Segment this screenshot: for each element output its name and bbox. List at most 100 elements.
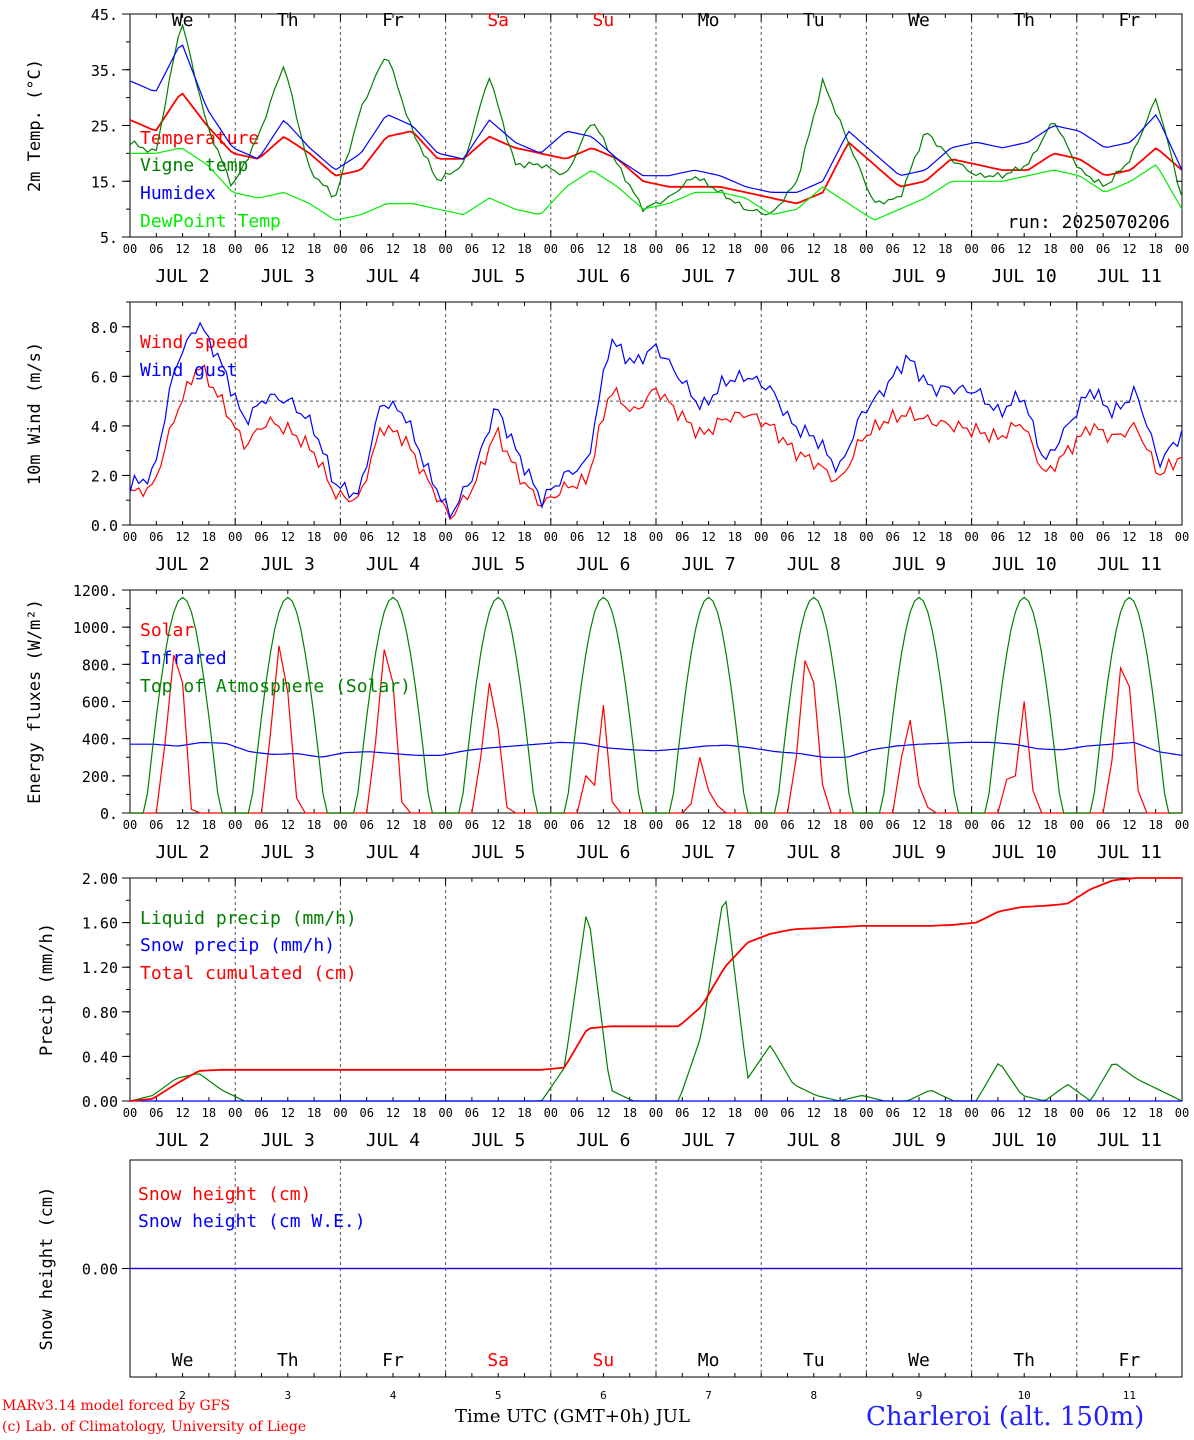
hour-tick-label: 00 <box>964 1106 978 1120</box>
hour-tick-label: 00 <box>438 1106 452 1120</box>
legend-top-of-atmosphere-solar-: Top of Atmosphere (Solar) <box>140 676 411 697</box>
date-label: JUL 3 <box>261 842 315 863</box>
weekday-label: Fr <box>382 10 404 31</box>
y-tick-label: 0.00 <box>82 1093 118 1111</box>
hour-tick-label: 00 <box>123 242 137 256</box>
hour-tick-label: 00 <box>1070 242 1084 256</box>
hour-tick-label: 06 <box>991 530 1005 544</box>
hour-tick-label: 06 <box>465 1106 479 1120</box>
day-number: 2 <box>179 1389 186 1402</box>
hour-tick-label: 06 <box>149 1106 163 1120</box>
hour-tick-label: 12 <box>1122 1106 1136 1120</box>
legend-total-cumulated-cm-: Total cumulated (cm) <box>140 963 357 984</box>
weekday-label: Th <box>277 10 299 31</box>
hour-tick-label: 06 <box>675 1106 689 1120</box>
hour-tick-label: 18 <box>307 1106 321 1120</box>
weekday-label: We <box>908 1350 930 1371</box>
hour-tick-label: 00 <box>1070 530 1084 544</box>
day-number: 9 <box>916 1389 923 1402</box>
hour-tick-label: 06 <box>991 1106 1005 1120</box>
hour-tick-label: 12 <box>1017 818 1031 832</box>
legend-humidex: Humidex <box>140 183 216 204</box>
weekday-label: Fr <box>1119 10 1141 31</box>
date-label: JUL 10 <box>992 554 1057 575</box>
weekday-label: Th <box>1013 1350 1035 1371</box>
hour-tick-label: 18 <box>202 1106 216 1120</box>
date-label: JUL 6 <box>576 842 630 863</box>
date-label: JUL 6 <box>576 554 630 575</box>
hour-tick-label: 06 <box>359 530 373 544</box>
hour-tick-label: 00 <box>333 530 347 544</box>
hour-tick-label: 18 <box>1148 1106 1162 1120</box>
date-label: JUL 4 <box>366 554 420 575</box>
hour-tick-label: 18 <box>1148 818 1162 832</box>
hour-tick-label: 12 <box>1017 242 1031 256</box>
hour-tick-label: 12 <box>386 818 400 832</box>
legend-dewpoint-temp: DewPoint Temp <box>140 211 281 232</box>
hour-tick-label: 12 <box>596 530 610 544</box>
hour-tick-label: 18 <box>833 1106 847 1120</box>
hour-tick-label: 00 <box>964 530 978 544</box>
y-tick-label: 0.80 <box>82 1004 118 1022</box>
hour-tick-label: 06 <box>465 242 479 256</box>
y-tick-label: 0.0 <box>91 517 118 535</box>
hour-tick-label: 18 <box>938 818 952 832</box>
hour-tick-label: 00 <box>1070 1106 1084 1120</box>
hour-tick-label: 00 <box>649 530 663 544</box>
hour-tick-label: 00 <box>754 1106 768 1120</box>
hour-tick-label: 06 <box>359 818 373 832</box>
hour-tick-label: 18 <box>412 1106 426 1120</box>
date-label: JUL 10 <box>992 842 1057 863</box>
hour-tick-label: 12 <box>912 530 926 544</box>
hour-tick-label: 18 <box>622 818 636 832</box>
hour-tick-label: 12 <box>175 530 189 544</box>
hour-tick-label: 18 <box>1148 530 1162 544</box>
hour-tick-label: 18 <box>307 818 321 832</box>
hour-tick-label: 12 <box>807 530 821 544</box>
hour-tick-label: 12 <box>912 818 926 832</box>
date-label: JUL 9 <box>892 266 946 287</box>
date-label: JUL 6 <box>576 266 630 287</box>
y-axis-label: 10m Wind (m/s) <box>25 342 45 485</box>
hour-tick-label: 18 <box>622 242 636 256</box>
hour-tick-label: 18 <box>412 530 426 544</box>
weekday-label: Th <box>277 1350 299 1371</box>
y-axis-label: 2m Temp. (°C) <box>25 59 45 192</box>
hour-tick-label: 12 <box>807 818 821 832</box>
hour-tick-label: 12 <box>1017 1106 1031 1120</box>
hour-tick-label: 18 <box>517 242 531 256</box>
series-line-humidex <box>129 44 1183 193</box>
weekday-label: Mo <box>698 10 720 31</box>
hour-tick-label: 06 <box>359 242 373 256</box>
hour-tick-label: 12 <box>491 818 505 832</box>
hour-tick-label: 00 <box>544 530 558 544</box>
hour-tick-label: 00 <box>859 530 873 544</box>
hour-tick-label: 06 <box>991 818 1005 832</box>
weekday-label: Su <box>593 10 615 31</box>
hour-tick-label: 12 <box>807 1106 821 1120</box>
hour-tick-label: 18 <box>622 530 636 544</box>
legend-liquid-precip-mm-h-: Liquid precip (mm/h) <box>140 908 357 929</box>
hour-tick-label: 06 <box>885 818 899 832</box>
hour-tick-label: 18 <box>412 242 426 256</box>
hour-tick-label: 06 <box>885 530 899 544</box>
day-number: 5 <box>495 1389 502 1402</box>
hour-tick-label: 12 <box>491 1106 505 1120</box>
hour-tick-label: 06 <box>780 818 794 832</box>
hour-tick-label: 00 <box>964 818 978 832</box>
hour-tick-label: 18 <box>833 242 847 256</box>
y-tick-label: 2.0 <box>91 467 118 485</box>
date-label: JUL 10 <box>992 266 1057 287</box>
hour-tick-label: 06 <box>885 242 899 256</box>
hour-tick-label: 06 <box>1096 818 1110 832</box>
date-label: JUL 8 <box>787 266 841 287</box>
hour-tick-label: 18 <box>1148 242 1162 256</box>
day-number: 6 <box>600 1389 607 1402</box>
hour-tick-label: 12 <box>807 242 821 256</box>
hour-tick-label: 18 <box>412 818 426 832</box>
date-label: JUL 3 <box>261 266 315 287</box>
hour-tick-label: 06 <box>780 1106 794 1120</box>
y-tick-label: 6.0 <box>91 368 118 386</box>
date-label: JUL 2 <box>156 266 210 287</box>
date-label: JUL 11 <box>1097 842 1162 863</box>
